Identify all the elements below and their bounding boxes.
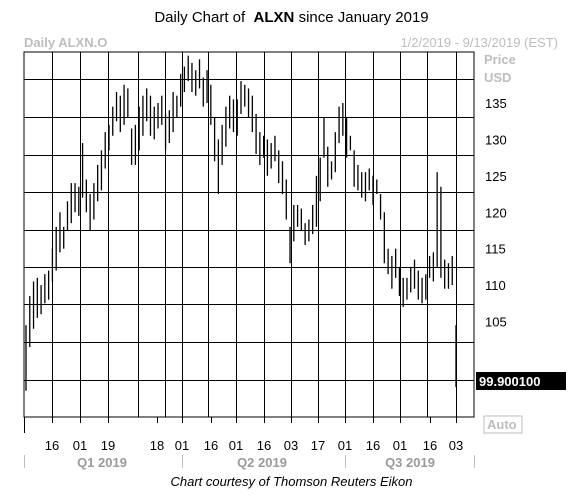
x-tick-label-13: 16 — [423, 438, 437, 453]
price-bars — [25, 55, 457, 391]
x-tick-label-3: 18 — [150, 438, 164, 453]
last-price-value: 99.900100 — [479, 374, 540, 389]
y-tick-115: 115 — [485, 242, 506, 257]
title-ticker: ALXN — [253, 9, 295, 26]
quarter-label-1: Q2 2019 — [237, 455, 287, 470]
unit-axis-label: USD — [484, 70, 511, 85]
x-tick-label-8: 03 — [284, 438, 298, 453]
chart-grid — [23, 51, 475, 418]
x-tick-labels: 16 01 19 18 01 16 01 16 03 17 01 16 01 16 03 — [24, 417, 463, 453]
x-tick-label-14: 03 — [449, 438, 463, 453]
auto-scale-label[interactable]: Auto — [487, 417, 517, 432]
price-axis-label: Price — [484, 52, 516, 67]
y-tick-labels: 105 110 115 120 125 130 135 — [485, 96, 507, 330]
page-title: Daily Chart of ALXN since January 2019 — [0, 9, 583, 26]
chart-date-range: 1/2/2019 - 9/13/2019 (EST) — [400, 35, 558, 50]
y-tick-130: 130 — [485, 132, 507, 147]
last-price-box: 99.900100 — [476, 372, 566, 390]
quarter-labels: Q1 2019 Q2 2019 Q3 2019 — [24, 455, 475, 470]
y-tick-110: 110 — [485, 278, 506, 293]
chart-credit: Chart courtesy of Thomson Reuters Eikon — [170, 474, 413, 489]
auto-scale-button[interactable]: Auto — [483, 415, 523, 434]
x-tick-label-9: 17 — [311, 438, 325, 453]
y-tick-125: 125 — [485, 169, 507, 184]
last-price-background — [476, 372, 566, 390]
title-suffix: since January 2019 — [298, 9, 429, 26]
title-prefix: Daily Chart of — [154, 9, 246, 26]
y-tick-135: 135 — [485, 96, 507, 111]
quarter-label-2: Q3 2019 — [385, 455, 435, 470]
chart-labels: Daily ALXN.O 1/2/2019 - 9/13/2019 (EST) … — [24, 35, 558, 85]
x-tick-label-11: 16 — [366, 438, 380, 453]
x-tick-label-5: 16 — [204, 438, 218, 453]
x-tick-label-6: 01 — [229, 438, 243, 453]
x-tick-label-10: 01 — [338, 438, 352, 453]
y-tick-105: 105 — [485, 315, 507, 330]
x-tick-label-4: 01 — [175, 438, 189, 453]
x-tick-label-2: 19 — [101, 438, 115, 453]
x-tick-label-12: 01 — [393, 438, 407, 453]
quarter-label-0: Q1 2019 — [77, 455, 127, 470]
x-tick-label-0: 16 — [45, 438, 59, 453]
y-tick-120: 120 — [485, 205, 507, 220]
auto-scale-frame[interactable] — [483, 415, 523, 434]
chart-symbol-label: Daily ALXN.O — [24, 35, 107, 50]
x-tick-label-1: 01 — [73, 438, 87, 453]
x-tick-label-7: 16 — [257, 438, 271, 453]
plot-frame — [23, 51, 475, 418]
